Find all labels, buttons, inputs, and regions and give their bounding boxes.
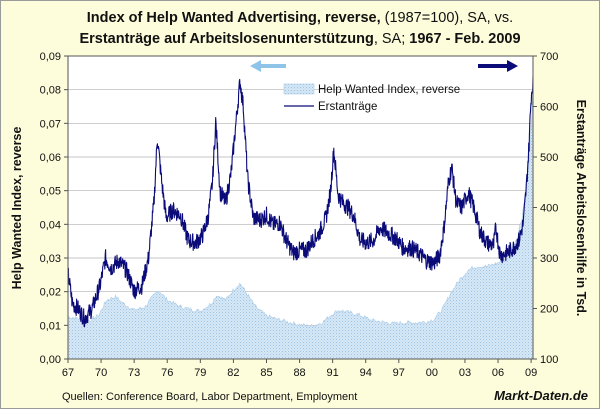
x-tick-label: 79 <box>194 367 206 379</box>
help-wanted-series <box>67 81 534 360</box>
left-tick-label: 0,07 <box>40 118 61 130</box>
left-tick-label: 0,09 <box>40 51 61 63</box>
left-tick-label: 0,00 <box>40 354 61 366</box>
x-tick-label: 03 <box>459 367 471 379</box>
left-tick-label: 0,04 <box>40 219 61 231</box>
right-tick-label: 600 <box>540 102 558 114</box>
arrow-right-icon <box>507 60 518 72</box>
x-tick-label: 67 <box>62 367 74 379</box>
left-tick-label: 0,02 <box>40 287 61 299</box>
left-tick-label: 0,01 <box>40 320 61 332</box>
title-line2-normal: , SA; <box>373 31 410 47</box>
x-tick-label: 70 <box>95 367 107 379</box>
arrow-left-axis-indicator <box>250 60 286 72</box>
left-tick-label: 0,06 <box>40 152 61 164</box>
x-tick-label: 85 <box>260 367 272 379</box>
x-tick-label: 00 <box>426 367 438 379</box>
right-tick-label: 200 <box>540 304 558 316</box>
legend-label-erstantraege: Erstanträge <box>318 101 377 113</box>
right-tick-label: 400 <box>540 203 558 215</box>
legend-label-help-wanted: Help Wanted Index, reverse <box>318 84 460 96</box>
brand-label: Markt-Daten.de <box>494 388 588 403</box>
title-line2-bold: Erstanträge auf Arbeitslosenunterstützun… <box>79 31 374 47</box>
erstantraege-series <box>67 76 534 328</box>
right-tick-label: 700 <box>540 51 558 63</box>
x-tick-label: 88 <box>293 367 305 379</box>
help-wanted-area <box>67 81 534 360</box>
x-tick-label: 97 <box>393 367 405 379</box>
arrow-left-icon <box>250 60 261 72</box>
erstantraege-line <box>67 76 534 328</box>
left-tick-label: 0,05 <box>40 186 61 198</box>
right-axis-title: Erstanträge Arbeitslosenhilfe in Tsd. <box>574 100 588 317</box>
chart-title-line1: Index of Help Wanted Advertising, revers… <box>0 10 600 26</box>
x-tick-label: 94 <box>360 367 372 379</box>
chart-title-line2: Erstanträge auf Arbeitslosenunterstützun… <box>0 31 600 47</box>
left-axis-ticks: 0,00 0,01 0,02 0,03 0,04 0,05 0,06 0,07 0,08 0,09 <box>40 51 68 366</box>
left-tick-label: 0,03 <box>40 253 61 265</box>
right-tick-label: 300 <box>540 253 558 265</box>
legend: Help Wanted Index, reverse Erstanträge <box>283 83 460 113</box>
x-tick-label: 82 <box>227 367 239 379</box>
left-tick-label: 0,08 <box>40 85 61 97</box>
arrow-right-axis-indicator <box>478 60 518 72</box>
x-tick-label: 06 <box>492 367 504 379</box>
source-note: Quellen: Conference Board, Labor Departm… <box>62 391 358 403</box>
x-tick-label: 09 <box>525 367 537 379</box>
title-line1-normal: (1987=100), SA, vs. <box>380 10 514 26</box>
x-tick-label: 91 <box>327 367 339 379</box>
left-axis-title: Help Wanted Index, reverse <box>10 127 24 290</box>
title-line1-bold: Index of Help Wanted Advertising, revers… <box>86 10 381 26</box>
right-tick-label: 500 <box>540 152 558 164</box>
x-axis-ticks: 67 70 73 76 79 82 85 88 91 94 97 00 03 06 09 <box>62 359 537 379</box>
title-line2-bold2: 1967 - Feb. 2009 <box>409 31 521 47</box>
x-tick-label: 73 <box>128 367 140 379</box>
x-tick-label: 76 <box>161 367 173 379</box>
right-tick-label: 100 <box>540 354 558 366</box>
right-axis-ticks: 100 200 300 400 500 600 700 <box>533 51 558 366</box>
legend-swatch-help-wanted <box>283 83 315 95</box>
